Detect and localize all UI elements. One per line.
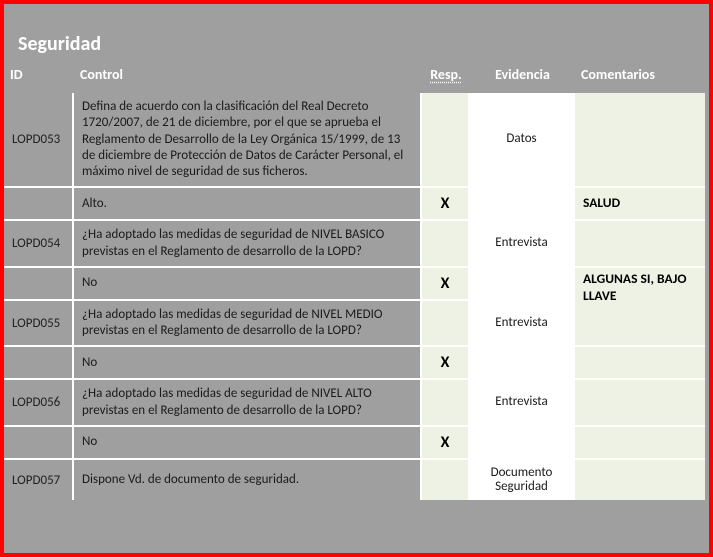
row-resp-empty [422,301,470,346]
row-evidencia-blank [470,347,575,378]
row-id-blank [4,427,74,458]
row-evidencia-blank [470,427,575,458]
row-comentario[interactable]: ALGUNAS SI, BAJO LLAVE [575,268,705,346]
row-resp-empty [422,380,470,425]
row-answer: No [74,347,422,378]
row-id-blank [4,347,74,378]
row-resp-empty [422,221,470,266]
row-comentario-empty [575,380,705,425]
col-header-evidencia: Evidencia [470,62,575,93]
row-id: LOPD057 [4,460,74,501]
row-control: ¿Ha adoptado las medidas de seguridad de… [74,301,422,346]
row-control: ¿Ha adoptado las medidas de seguridad de… [74,380,422,425]
row-control: Defina de acuerdo con la clasificación d… [74,93,422,186]
row-id-blank [4,268,74,299]
row-comentario-empty [575,460,705,501]
row-answer: Alto. [74,188,422,219]
row-evidencia-blank [470,188,575,219]
row-control: ¿Ha adoptado las medidas de seguridad de… [74,221,422,266]
row-resp[interactable]: X [422,188,470,219]
col-header-resp: Resp. [422,62,470,93]
row-resp-empty [422,93,470,186]
row-evidencia: Documento Seguridad [470,460,575,501]
row-id: LOPD054 [4,221,74,266]
row-answer: No [74,268,422,299]
row-comentario-empty [575,221,705,266]
row-evidencia-blank [470,268,575,299]
row-evidencia: Entrevista [470,221,575,266]
row-id: LOPD056 [4,380,74,425]
row-comentario[interactable] [575,427,705,458]
row-evidencia: Entrevista [470,301,575,346]
row-answer: No [74,427,422,458]
row-evidencia: Entrevista [470,380,575,425]
row-resp-empty [422,460,470,501]
row-comentario-empty [575,93,705,186]
row-id-blank [4,188,74,219]
row-comentario[interactable] [575,347,705,378]
row-resp[interactable]: X [422,268,470,299]
section-title: Seguridad [4,4,709,62]
col-header-comentarios: Comentarios [575,62,705,93]
controls-table: ID Control Resp. Evidencia Comentarios L… [4,62,709,500]
row-control: Dispone Vd. de documento de seguridad. [74,460,422,501]
row-evidencia: Datos [470,93,575,186]
row-comentario[interactable]: SALUD [575,188,705,219]
row-resp[interactable]: X [422,427,470,458]
col-header-id: ID [4,62,74,93]
security-panel: Seguridad ID Control Resp. Evidencia Com… [0,0,713,557]
row-id: LOPD055 [4,301,74,346]
row-resp[interactable]: X [422,347,470,378]
row-id: LOPD053 [4,93,74,186]
col-header-control: Control [74,62,422,93]
